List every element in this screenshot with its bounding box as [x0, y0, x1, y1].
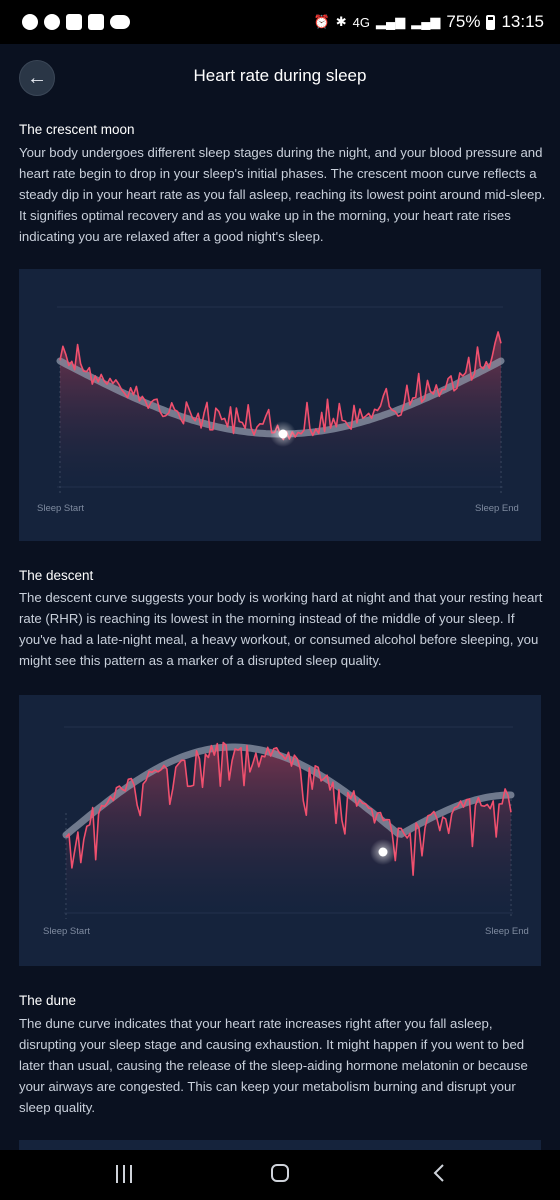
x-end-label: Sleep End	[485, 926, 529, 937]
dune-chart	[19, 1140, 541, 1150]
signal-icon: ▂▄▆	[375, 14, 406, 29]
notification-icons	[22, 14, 130, 30]
x-start-label: Sleep Start	[37, 503, 84, 514]
arrow-left-icon: ←	[27, 66, 47, 89]
descent-chart: Sleep Start Sleep End	[19, 695, 541, 966]
lowest-point-marker	[278, 429, 288, 439]
alarm-icon: ⏰	[313, 14, 330, 29]
battery-icon	[486, 14, 496, 30]
recent-apps-icon[interactable]	[116, 1165, 134, 1183]
crescent-chart-svg: Sleep Start Sleep End	[37, 306, 519, 514]
gmail-icon	[66, 14, 82, 30]
clock: 13:15	[501, 12, 544, 31]
bluetooth-icon: ✱	[335, 14, 347, 29]
network-type: 4G	[352, 14, 370, 30]
back-button[interactable]: ←	[19, 60, 55, 96]
section-body-crescent: Your body undergoes different sleep stag…	[19, 145, 546, 244]
crescent-chart: Sleep Start Sleep End	[19, 269, 541, 541]
descent-chart-svg: Sleep Start Sleep End	[43, 726, 529, 937]
section-body-dune: The dune curve indicates that your heart…	[19, 1016, 528, 1115]
messenger-icon	[44, 14, 60, 30]
heart-rate-area	[66, 742, 511, 913]
back-icon[interactable]	[430, 1162, 450, 1184]
section-title-descent: The descent	[19, 568, 94, 583]
system-nav-bar	[0, 1150, 560, 1200]
battery-percent: 75%	[446, 12, 481, 31]
trend-curve	[62, 743, 515, 839]
heart-rate-line	[65, 741, 512, 876]
x-end-label: Sleep End	[475, 503, 519, 514]
dnd-icon	[22, 14, 38, 30]
status-bar: ⏰ ✱ 4G ▂▄▆ ▂▄▆ 75% 13:15	[0, 0, 560, 44]
signal-icon-2: ▂▄▆	[411, 14, 441, 29]
x-start-label: Sleep Start	[43, 926, 90, 937]
page-title: Heart rate during sleep	[193, 66, 367, 85]
app-notification-icon	[110, 15, 130, 29]
home-icon[interactable]	[271, 1164, 289, 1182]
app-header: ← Heart rate during sleep	[0, 44, 560, 114]
section-title-crescent: The crescent moon	[19, 122, 135, 137]
section-title-dune: The dune	[19, 993, 77, 1008]
status-indicators: ⏰ ✱ 4G ▂▄▆ ▂▄▆ 75% 13:15	[314, 12, 544, 32]
section-body-descent: The descent curve suggests your body is …	[19, 590, 543, 668]
heart-rate-area	[60, 331, 501, 487]
lowest-point-marker	[378, 847, 388, 857]
gallery-icon	[88, 14, 104, 30]
